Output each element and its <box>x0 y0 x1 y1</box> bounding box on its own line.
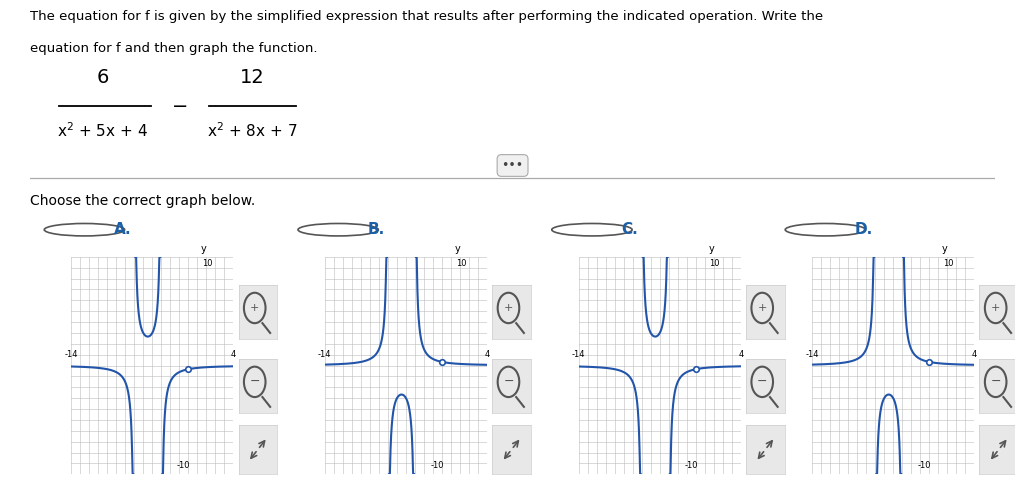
Text: -10: -10 <box>684 461 698 470</box>
Text: x: x <box>241 361 247 370</box>
Text: x$^2$ + 8x + 7: x$^2$ + 8x + 7 <box>207 122 297 140</box>
Text: A.: A. <box>114 222 131 237</box>
Text: y: y <box>201 244 207 253</box>
Text: 4: 4 <box>738 350 744 359</box>
Text: -10: -10 <box>177 461 191 470</box>
Text: −: − <box>757 375 767 388</box>
Text: +: + <box>503 303 514 313</box>
Text: 10: 10 <box>709 259 720 268</box>
Text: +: + <box>757 303 767 313</box>
Text: C.: C. <box>621 222 637 237</box>
Text: 4: 4 <box>230 350 236 359</box>
Text: y: y <box>455 244 461 253</box>
Text: 12: 12 <box>240 68 265 87</box>
Text: -14: -14 <box>318 350 332 359</box>
Text: 10: 10 <box>943 259 953 268</box>
Text: -10: -10 <box>918 461 932 470</box>
Text: 4: 4 <box>971 350 977 359</box>
Text: Choose the correct graph below.: Choose the correct graph below. <box>30 194 256 208</box>
Text: x: x <box>494 361 500 370</box>
Text: x: x <box>982 361 988 370</box>
Text: -14: -14 <box>805 350 819 359</box>
Text: D.: D. <box>855 222 873 237</box>
Text: 6: 6 <box>96 68 109 87</box>
Text: -14: -14 <box>571 350 586 359</box>
Text: 10: 10 <box>202 259 212 268</box>
Text: y: y <box>942 244 948 253</box>
Text: 10: 10 <box>456 259 466 268</box>
Text: The equation for f is given by the simplified expression that results after perf: The equation for f is given by the simpl… <box>30 10 823 23</box>
Text: −: − <box>991 375 1001 388</box>
Text: +: + <box>991 303 1001 313</box>
Text: −: − <box>250 375 260 388</box>
Text: −: − <box>172 97 188 116</box>
Text: equation for f and then graph the function.: equation for f and then graph the functi… <box>30 42 318 55</box>
Text: −: − <box>503 375 514 388</box>
Text: x$^2$ + 5x + 4: x$^2$ + 5x + 4 <box>57 122 148 140</box>
Text: +: + <box>250 303 260 313</box>
Text: y: y <box>708 244 715 253</box>
Text: •••: ••• <box>501 159 524 172</box>
Text: -14: -14 <box>64 350 78 359</box>
Text: -10: -10 <box>430 461 445 470</box>
Text: x: x <box>748 361 754 370</box>
Text: 4: 4 <box>484 350 490 359</box>
Text: B.: B. <box>367 222 385 237</box>
